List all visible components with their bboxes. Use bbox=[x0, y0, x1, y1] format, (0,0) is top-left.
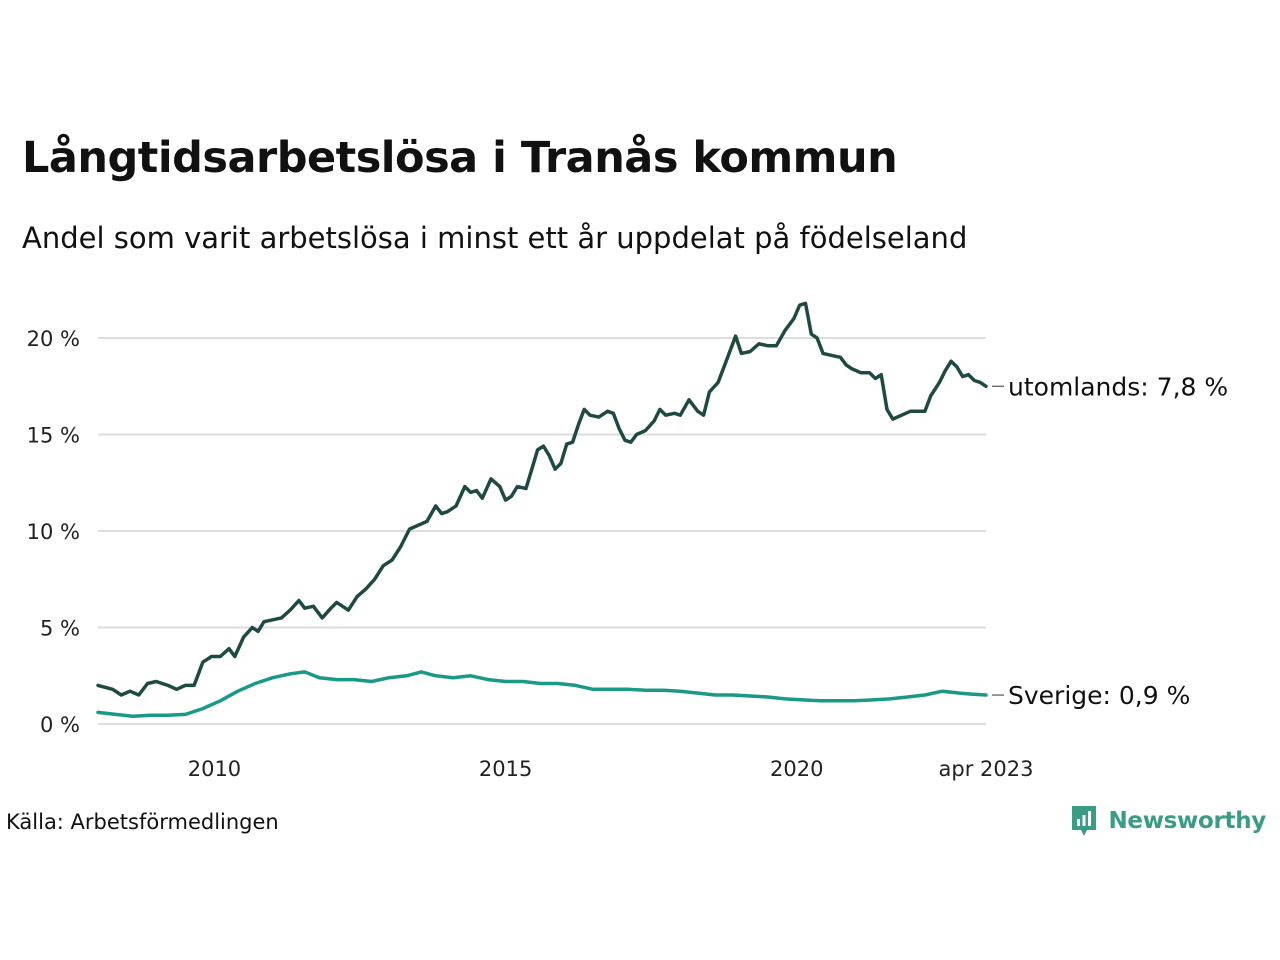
series-lines bbox=[96, 301, 988, 719]
y-tick-label: 0 % bbox=[40, 713, 80, 737]
chart-subtitle: Andel som varit arbetslösa i minst ett å… bbox=[22, 221, 968, 255]
series-line-sverige bbox=[96, 670, 988, 719]
x-tick-label: apr 2023 bbox=[939, 757, 1034, 781]
x-axis-ticks: 2010 2015 2020 apr 2023 bbox=[188, 757, 1034, 781]
brand-name: Newsworthy bbox=[1108, 808, 1266, 834]
y-tick-label: 5 % bbox=[40, 617, 80, 641]
y-axis-ticks: 0 % 5 % 10 % 15 % 20 % bbox=[27, 327, 80, 737]
source-note: Källa: Arbetsförmedlingen bbox=[6, 810, 279, 834]
chart-title: Långtidsarbetslösa i Tranås kommun bbox=[22, 133, 898, 183]
y-tick-label: 15 % bbox=[27, 424, 80, 448]
x-tick-label: 2020 bbox=[770, 757, 823, 781]
y-tick-label: 20 % bbox=[27, 327, 80, 351]
series-end-labels: utomlands: 7,8 % Sverige: 0,9 % bbox=[992, 372, 1228, 710]
newsworthy-logo-icon bbox=[1072, 806, 1097, 836]
series-line-utomlands bbox=[96, 301, 988, 697]
x-tick-label: 2015 bbox=[479, 757, 532, 781]
y-tick-label: 10 % bbox=[27, 520, 80, 544]
series-end-label: utomlands: 7,8 % bbox=[1008, 372, 1228, 401]
series-end-label: Sverige: 0,9 % bbox=[1008, 681, 1190, 710]
gridlines bbox=[98, 337, 986, 725]
brand-logo: Newsworthy bbox=[1070, 804, 1266, 838]
x-tick-label: 2010 bbox=[188, 757, 241, 781]
